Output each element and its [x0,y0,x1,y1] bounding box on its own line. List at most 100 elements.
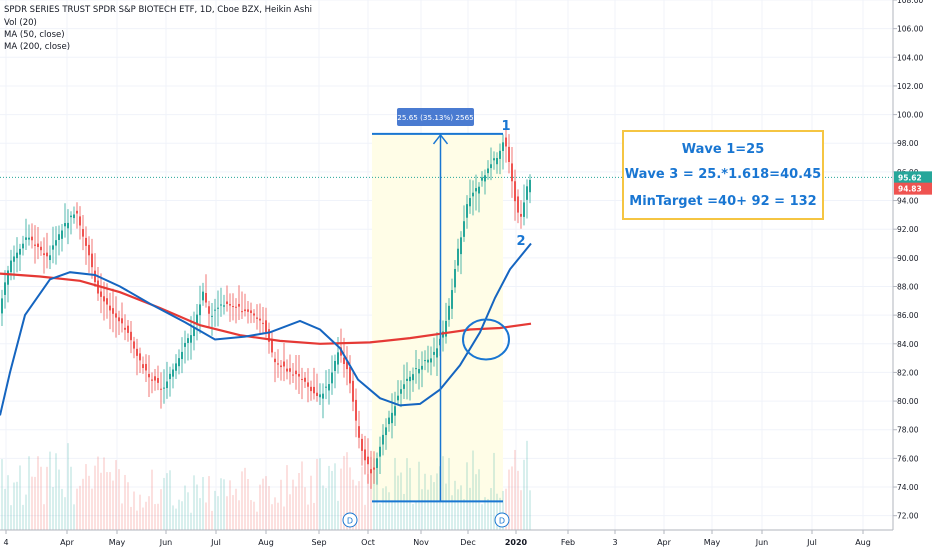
price-tick-label: 86.00 [897,311,919,320]
volume-bar [145,501,147,530]
candle-body [178,358,180,367]
volume-bar [418,461,420,530]
volume-bar [331,470,333,530]
time-tick-label: Feb [561,538,575,547]
candle-body [190,335,192,343]
volume-bar [172,505,174,530]
candle-body [355,399,357,421]
volume-bar [454,480,456,530]
volume-bar [517,470,519,530]
candle-body [46,252,48,257]
candles [1,125,531,489]
info-line-wave1: Wave 1=25 [681,142,765,157]
chart-title: SPDR SERIES TRUST SPDR S&P BIOTECH ETF, … [4,5,312,15]
volume-bar [268,486,270,530]
volume-bar [427,489,429,530]
candle-body [370,469,372,474]
time-tick-label: Jun [755,538,769,547]
time-tick-label: Oct [361,538,375,547]
study-ma200[interactable]: MA (200, close) [4,42,71,52]
volume-bar [307,504,309,530]
candle-body [265,320,267,333]
volume-bar [355,485,357,530]
volume-bar [151,469,153,530]
candle-body [280,365,282,368]
volume-bar [1,459,3,530]
candle-body [193,327,195,337]
candle-body [211,315,213,317]
candle-body [283,361,285,367]
candle-body [241,311,243,313]
candle-body [277,363,279,365]
volume-bar [298,472,300,530]
volume-bar [388,492,390,530]
volume-bar [43,504,45,530]
volume-bar [133,491,135,530]
time-tick-label: Jul [210,538,221,547]
volume-bar [259,484,261,530]
candle-body [184,342,186,347]
dividend-marker [342,512,358,528]
volume-bar [4,488,6,530]
volume-bar [514,449,516,530]
candle-body [25,237,27,240]
time-tick-label: 4 [3,538,8,547]
candle-body [82,229,84,237]
candle-body [94,270,96,283]
candle-body [214,309,216,311]
volume-bar [22,504,24,530]
candle-body [382,434,384,445]
candle-body [37,243,39,247]
price-tick-label: 76.00 [897,454,919,463]
volume-bar [256,511,258,530]
volume-bar [121,503,123,530]
volume-bar [58,469,60,530]
volume-bar [496,493,498,530]
volume-bars [1,440,531,530]
volume-bar [79,485,81,530]
candle-body [13,256,15,262]
candle-body [100,291,102,297]
circle-marker [462,318,510,361]
volume-bar [493,452,495,530]
volume-bar [7,475,9,530]
candle-body [19,248,21,255]
candle-body [88,244,90,256]
candle-body [223,305,225,307]
volume-bar [184,485,186,530]
candle-body [67,222,69,229]
volume-bar [295,486,297,530]
volume-bar [346,452,348,530]
candle-body [205,292,207,303]
volume-bar [373,458,375,530]
candle-body [58,234,60,241]
volume-bar [334,463,336,530]
time-tick-label: Dec [460,538,475,547]
volume-bar [274,497,276,530]
study-ma50[interactable]: MA (50, close) [4,30,65,40]
price-tick-label: 72.00 [897,512,919,521]
study-volume[interactable]: Vol (20) [4,18,37,28]
volume-bar [37,456,39,530]
volume-bar [13,482,15,530]
volume-bar [196,484,198,530]
volume-bar [265,476,267,530]
candle-body [400,389,402,394]
volume-bar [376,465,378,530]
price-tick-label: 88.00 [897,282,919,291]
volume-bar [472,450,474,530]
ma50-line [0,242,532,416]
candle-body [391,412,393,424]
price-tick-label: 102.00 [897,82,923,91]
candle-body [409,376,411,382]
volume-bar [415,501,417,530]
volume-bar [262,478,264,530]
measure-label: 25.65 (35.13%) 2565 [397,113,473,122]
candle-body [127,325,129,333]
candle-body [436,348,438,358]
candle-body [268,329,270,342]
dividend-marker-label: D [347,517,353,526]
volume-bar [49,451,51,530]
wave-1-label: 1 [501,119,510,134]
